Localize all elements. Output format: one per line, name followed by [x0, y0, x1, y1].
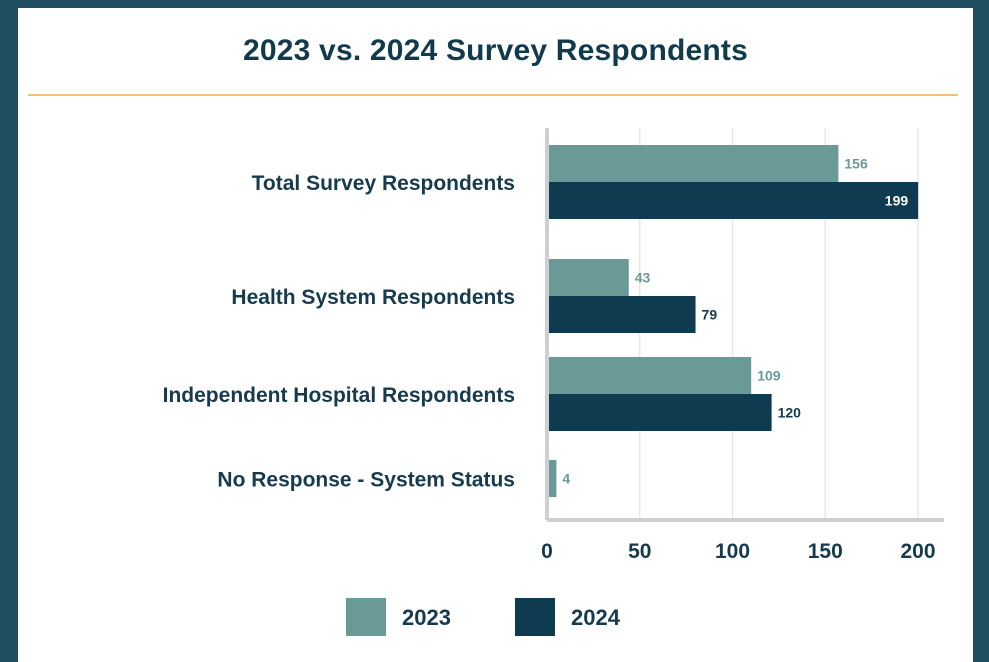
- x-tick-label: 50: [628, 540, 651, 563]
- bar-2023: [549, 145, 839, 182]
- chart-card: 2023 vs. 2024 Survey Respondents 0 50 100 1…: [18, 8, 973, 662]
- bar-2023: [549, 460, 557, 497]
- bar-2024: [549, 394, 772, 431]
- bar-2023: [549, 259, 629, 296]
- bar-2023: [549, 357, 752, 394]
- data-label: 43: [635, 270, 651, 286]
- legend-swatch-2023: [346, 598, 386, 636]
- legend-label: 2024: [571, 605, 621, 630]
- legend-swatch-2024: [515, 598, 555, 636]
- category-label: Total Survey Respondents: [252, 172, 515, 195]
- bar-2024: [549, 182, 919, 219]
- data-label: 120: [778, 405, 802, 421]
- bar-chart: 0 50 100 150 200 Total Survey Respondents 156 1…: [163, 128, 944, 636]
- category-label: Health System Respondents: [231, 286, 515, 309]
- data-label: 199: [885, 193, 909, 209]
- data-label: 4: [562, 471, 570, 487]
- category-label: No Response - System Status: [217, 469, 515, 492]
- legend-label: 2023: [402, 605, 451, 630]
- data-label: 79: [702, 307, 718, 323]
- bar-2024: [549, 296, 696, 333]
- x-tick-label: 150: [808, 540, 843, 563]
- category-label: Independent Hospital Respondents: [163, 384, 515, 407]
- x-tick-label: 0: [541, 540, 553, 563]
- data-label: 109: [757, 368, 781, 384]
- x-tick-label: 200: [900, 540, 935, 563]
- title-divider: [28, 94, 958, 96]
- chart-title: 2023 vs. 2024 Survey Respondents: [242, 34, 748, 67]
- data-label: 156: [844, 156, 868, 172]
- x-tick-label: 100: [715, 540, 750, 563]
